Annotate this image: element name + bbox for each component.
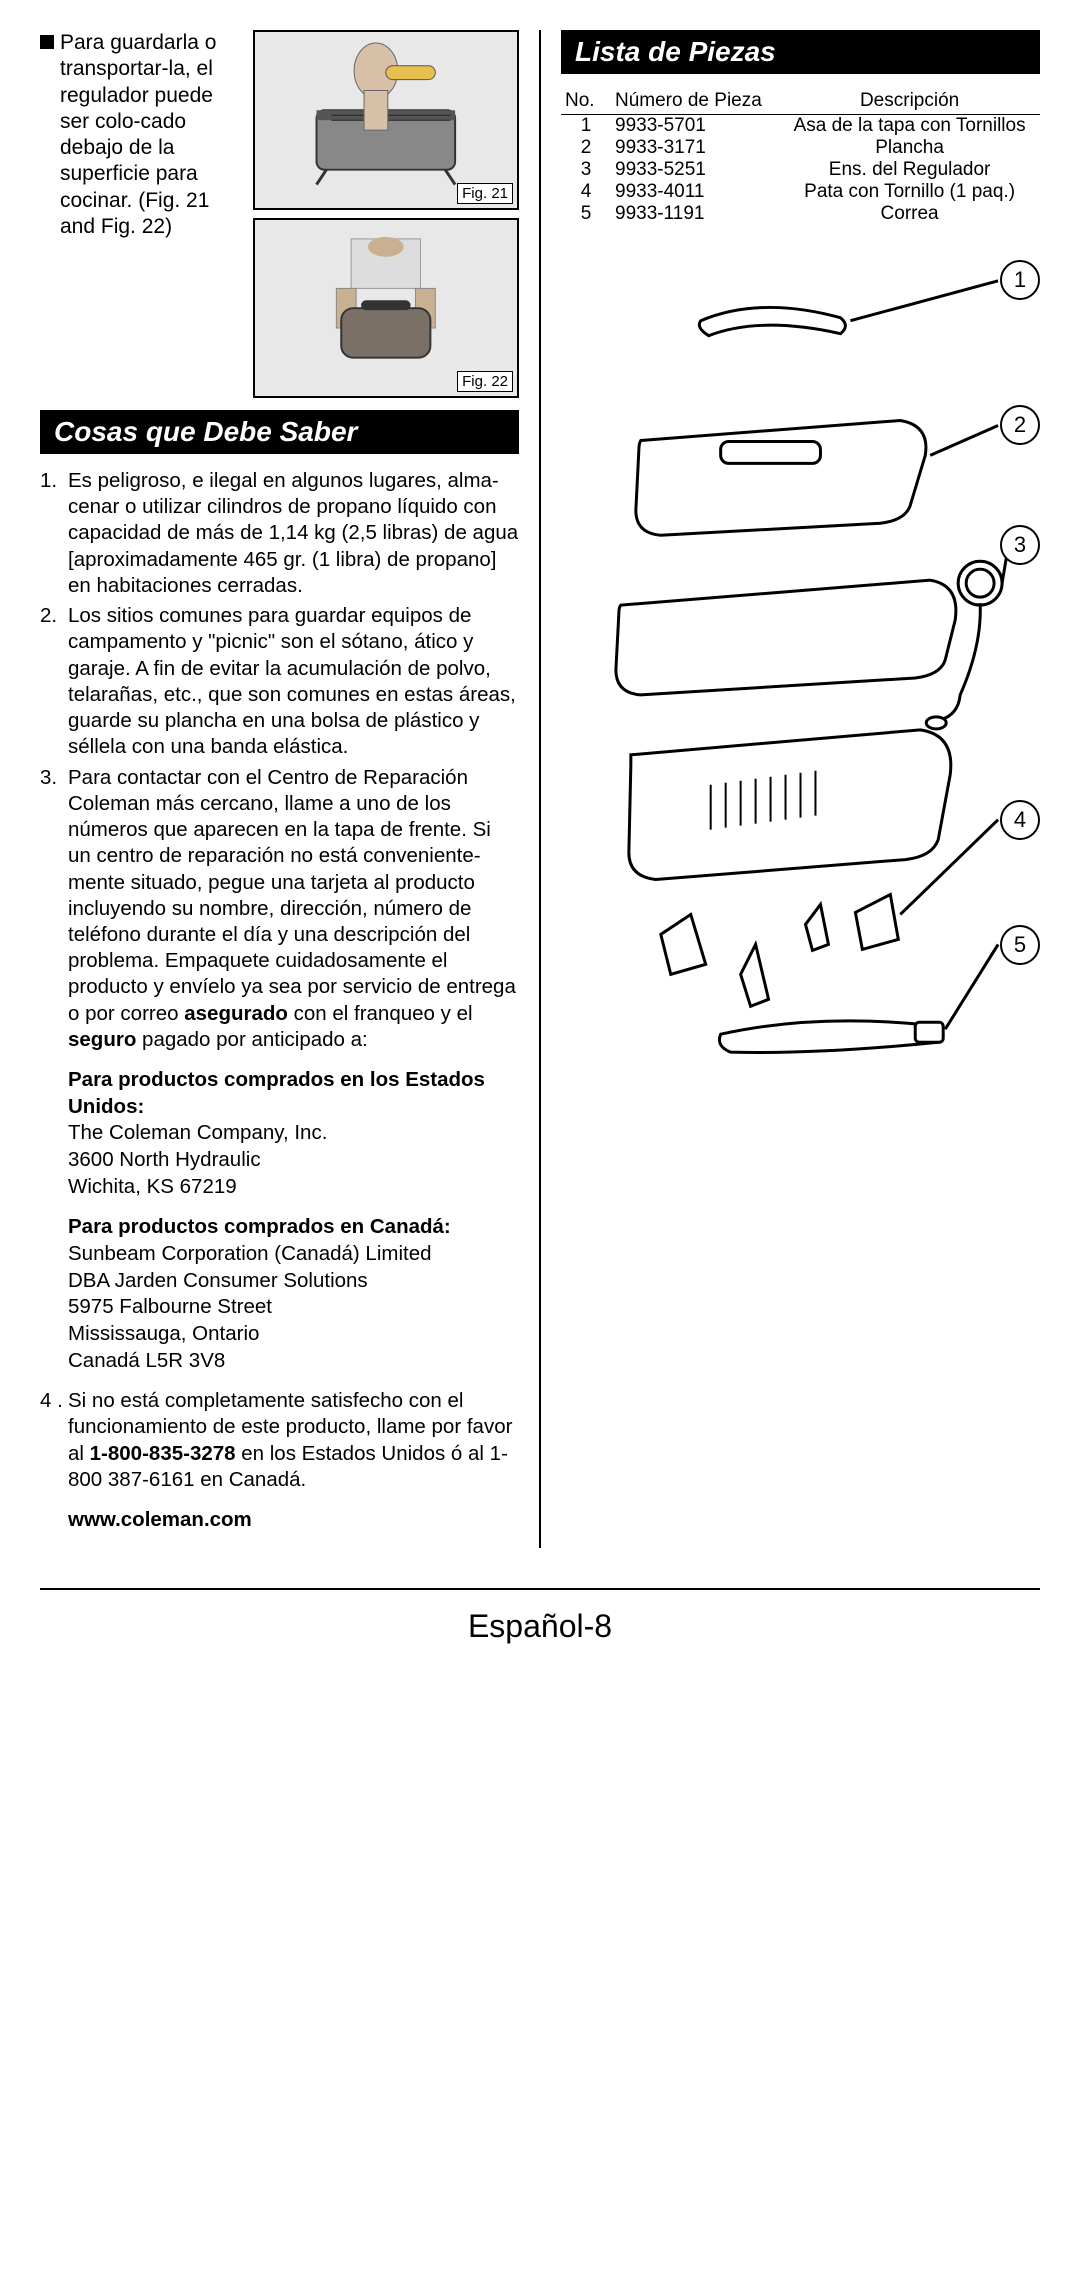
col-no: No.: [561, 88, 611, 115]
address-line: Mississauga, Ontario: [68, 1321, 519, 1348]
page-footer: Español-8: [0, 1600, 1080, 1675]
list-item: 1.Es peligroso, e ilegal en algunos luga…: [40, 468, 519, 599]
website: www.coleman.com: [68, 1507, 519, 1534]
col-partnum: Número de Pieza: [611, 88, 779, 115]
column-divider: [539, 30, 541, 1548]
fig21-caption: Fig. 21: [457, 183, 513, 204]
storage-paragraph: Para guardarla o transportar-la, el regu…: [60, 30, 241, 240]
address-line: 3600 North Hydraulic: [68, 1147, 519, 1174]
address-line: Canadá L5R 3V8: [68, 1348, 519, 1375]
right-column: Lista de Piezas No. Número de Pieza Desc…: [561, 30, 1040, 1548]
address-line: Sunbeam Corporation (Canadá) Limited: [68, 1241, 519, 1268]
callout-5: 5: [1000, 925, 1040, 965]
footer-divider: [40, 1588, 1040, 1590]
figure-22: Fig. 22: [253, 218, 519, 398]
table-row: 39933-5251Ens. del Regulador: [561, 159, 1040, 181]
col-desc: Descripción: [779, 88, 1040, 115]
parts-list-header: Lista de Piezas: [561, 30, 1040, 74]
canada-address: Para productos comprados en Canadá: Sunb…: [68, 1214, 519, 1374]
address-line: DBA Jarden Consumer Solutions: [68, 1268, 519, 1295]
exploded-diagram: 1 2 3 4 5: [561, 225, 1040, 1095]
figure-21: Fig. 21: [253, 30, 519, 210]
address-line: 5975 Falbourne Street: [68, 1294, 519, 1321]
table-row: 49933-4011Pata con Tornillo (1 paq.): [561, 181, 1040, 203]
callout-2: 2: [1000, 405, 1040, 445]
figure-column: Fig. 21 Fig. 22: [253, 30, 519, 398]
canada-address-header: Para productos comprados en Canadá:: [68, 1214, 519, 1241]
address-line: The Coleman Company, Inc.: [68, 1120, 519, 1147]
list-item: 4 .Si no está completamente satisfecho c…: [40, 1388, 519, 1493]
table-row: 59933-1191Correa: [561, 203, 1040, 225]
info-list: 1.Es peligroso, e ilegal en algunos luga…: [40, 468, 519, 1053]
things-to-know-header: Cosas que Debe Saber: [40, 410, 519, 454]
callout-1: 1: [1000, 260, 1040, 300]
list-item: 3.Para contactar con el Centro de Repara…: [40, 765, 519, 1054]
us-address-header: Para productos comprados en los Estados …: [68, 1067, 519, 1120]
address-line: Wichita, KS 67219: [68, 1174, 519, 1201]
us-address: Para productos comprados en los Estados …: [68, 1067, 519, 1200]
website-url: www.coleman.com: [68, 1507, 519, 1534]
table-row: 19933-5701Asa de la tapa con Tornillos: [561, 115, 1040, 138]
storage-text: Para guardarla o transportar-la, el regu…: [40, 30, 241, 398]
info-list-cont: 4 .Si no está completamente satisfecho c…: [40, 1388, 519, 1493]
bullet-icon: [40, 35, 54, 49]
table-row: 29933-3171Plancha: [561, 137, 1040, 159]
list-item: 2.Los sitios comunes para guardar equipo…: [40, 603, 519, 760]
callout-4: 4: [1000, 800, 1040, 840]
page-content: Para guardarla o transportar-la, el regu…: [0, 0, 1080, 1588]
storage-section: Para guardarla o transportar-la, el regu…: [40, 30, 519, 398]
fig22-caption: Fig. 22: [457, 371, 513, 392]
parts-table: No. Número de Pieza Descripción 19933-57…: [561, 88, 1040, 225]
left-column: Para guardarla o transportar-la, el regu…: [40, 30, 519, 1548]
callout-3: 3: [1000, 525, 1040, 565]
